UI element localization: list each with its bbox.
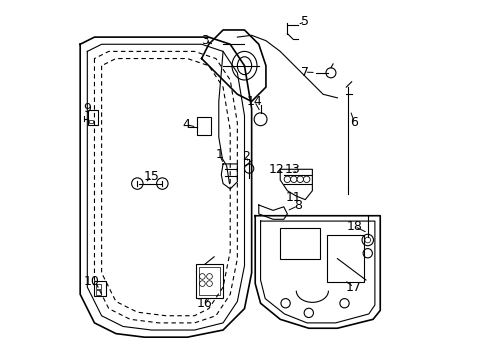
Bar [198, 267, 220, 296]
Bar [326, 235, 364, 282]
Text: 16: 16 [196, 297, 212, 310]
Text: 12: 12 [268, 163, 284, 176]
Text: 9: 9 [83, 102, 91, 115]
Text: 4: 4 [183, 118, 190, 131]
Text: 5: 5 [301, 15, 308, 28]
Text: 3: 3 [201, 34, 209, 47]
Text: 13: 13 [285, 163, 300, 176]
Text: 2: 2 [242, 149, 249, 163]
Text: 6: 6 [350, 116, 358, 129]
Bar [197, 117, 210, 135]
Text: 10: 10 [83, 275, 100, 288]
Bar [96, 290, 101, 295]
Text: 1: 1 [215, 148, 223, 162]
Bar [96, 284, 101, 289]
Bar [280, 228, 319, 258]
Bar [88, 110, 98, 125]
Text: 11: 11 [285, 192, 301, 204]
Circle shape [364, 237, 370, 243]
Bar [94, 281, 106, 296]
Text: 7: 7 [300, 66, 308, 78]
Text: 15: 15 [143, 170, 159, 183]
Bar [89, 120, 93, 123]
Text: 14: 14 [246, 95, 262, 108]
Bar [196, 264, 223, 298]
Circle shape [296, 176, 303, 183]
Circle shape [290, 176, 296, 183]
Text: 17: 17 [345, 281, 361, 294]
Circle shape [303, 176, 309, 183]
Text: 8: 8 [293, 199, 302, 212]
Circle shape [284, 176, 290, 183]
Text: 18: 18 [346, 220, 362, 233]
